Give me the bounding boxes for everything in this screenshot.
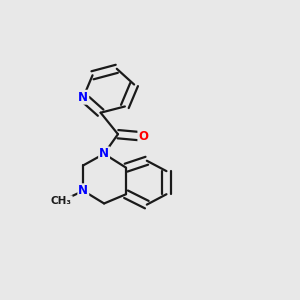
- Text: N: N: [78, 184, 88, 197]
- Text: N: N: [78, 91, 88, 104]
- Text: N: N: [99, 147, 109, 160]
- Text: O: O: [138, 130, 148, 143]
- Text: CH₃: CH₃: [51, 196, 72, 206]
